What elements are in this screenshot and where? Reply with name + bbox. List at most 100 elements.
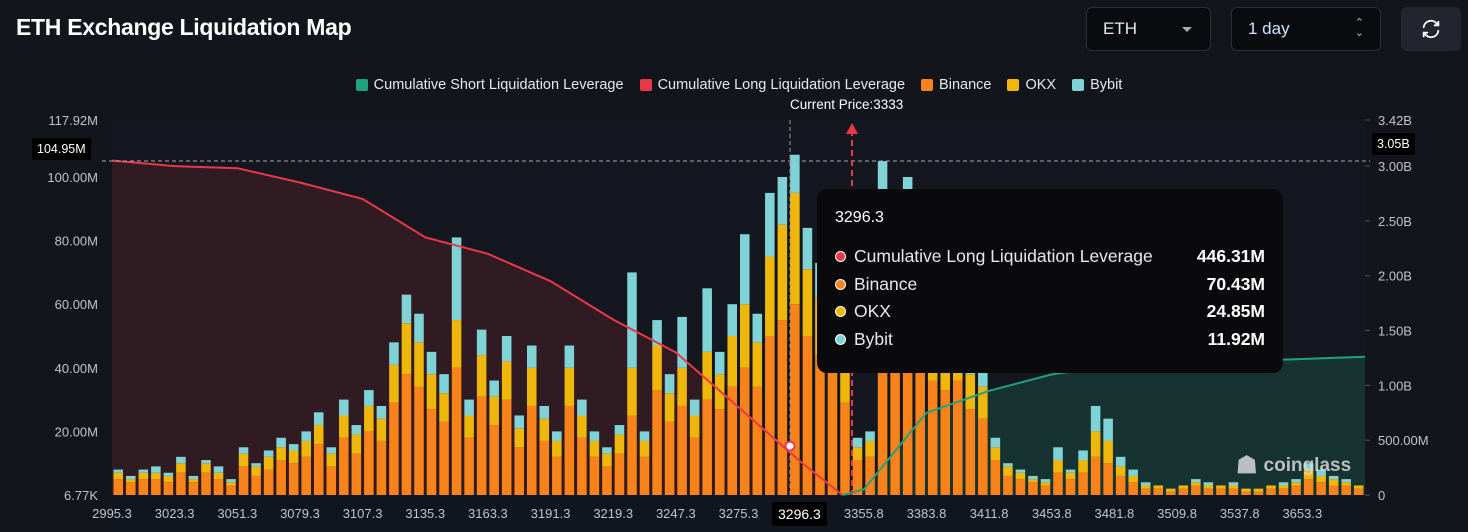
- tooltip-row-long: Cumulative Long Liquidation Leverage 446.…: [835, 243, 1265, 271]
- bar-okx: [1115, 466, 1126, 476]
- right-axis-tick: 500.00M: [1378, 433, 1429, 448]
- bar-binance: [301, 456, 311, 495]
- bar-binance: [965, 409, 976, 495]
- bar-okx: [1065, 472, 1076, 480]
- bar-bybit: [364, 390, 374, 406]
- hover-x-label: 3296.3: [772, 502, 827, 526]
- bar-bybit: [401, 294, 412, 324]
- bar-binance: [714, 409, 725, 495]
- bar-bybit: [1191, 479, 1201, 483]
- bar-okx: [740, 304, 750, 368]
- legend-item-binance[interactable]: Binance: [921, 77, 991, 93]
- tooltip-row-bybit: Bybit 11.92M: [835, 326, 1265, 354]
- bar-bybit: [426, 351, 437, 375]
- bar-okx: [777, 224, 788, 321]
- bar-bybit: [564, 345, 575, 368]
- bar-binance: [288, 463, 299, 495]
- bar-bybit: [1278, 482, 1289, 486]
- bar-bybit: [1228, 482, 1239, 486]
- bar-binance: [226, 485, 236, 495]
- bar-bybit: [188, 475, 199, 480]
- bar-okx: [1003, 466, 1013, 476]
- bar-binance: [451, 367, 462, 495]
- bar-binance: [176, 472, 186, 495]
- bar-bybit: [777, 176, 788, 225]
- bar-binance: [602, 466, 612, 495]
- bar-okx: [652, 345, 662, 391]
- bar-binance: [639, 456, 650, 495]
- bar-okx: [476, 355, 487, 397]
- left-axis-tick: 80.00M: [55, 234, 98, 249]
- bar-bybit: [489, 380, 499, 397]
- bar-okx: [1303, 469, 1314, 480]
- bar-binance: [151, 479, 161, 495]
- legend-label: OKX: [1025, 77, 1057, 93]
- bar-binance: [376, 440, 387, 495]
- bar-bybit: [476, 329, 487, 356]
- bar-okx: [113, 472, 124, 480]
- bar-binance: [1153, 488, 1164, 495]
- bar-bybit: [451, 237, 462, 321]
- legend-item-short[interactable]: Cumulative Short Liquidation Leverage: [355, 77, 624, 93]
- tooltip-label: Cumulative Long Liquidation Leverage: [854, 246, 1153, 267]
- right-axis-marker: 3.05B: [1372, 133, 1415, 155]
- bar-binance: [1053, 472, 1063, 495]
- bar-binance: [1291, 485, 1301, 495]
- legend-swatch: [1072, 79, 1085, 91]
- bar-bybit: [1090, 405, 1101, 432]
- legend-swatch: [921, 79, 934, 91]
- x-axis-tick: 3247.3: [656, 506, 696, 521]
- timeframe-select[interactable]: 1 day ⌃ ⌄: [1231, 7, 1381, 51]
- bar-okx: [664, 393, 675, 422]
- bar-binance: [765, 335, 775, 495]
- bar-binance: [1316, 482, 1326, 495]
- bar-bybit: [702, 288, 712, 352]
- bar-binance: [564, 405, 575, 495]
- bar-binance: [1278, 488, 1289, 495]
- legend-item-bybit[interactable]: Bybit: [1072, 77, 1122, 93]
- bar-okx: [526, 367, 537, 406]
- bar-okx: [276, 447, 286, 461]
- bar-okx: [501, 361, 512, 400]
- bar-binance: [702, 399, 712, 495]
- bar-binance: [138, 479, 149, 495]
- bar-binance: [877, 320, 888, 495]
- bar-bybit: [138, 469, 149, 473]
- bar-binance: [815, 355, 825, 495]
- bar-binance: [677, 405, 687, 495]
- coin-select[interactable]: ETH: [1086, 7, 1211, 51]
- bar-binance: [501, 399, 512, 495]
- bar-bybit: [213, 466, 224, 473]
- x-axis-tick: 2995.3: [92, 506, 132, 521]
- dot-icon: [835, 278, 846, 290]
- legend-swatch: [1007, 79, 1020, 91]
- bar-okx: [1140, 485, 1151, 489]
- tooltip-label: OKX: [854, 301, 891, 322]
- bar-binance: [652, 390, 662, 495]
- right-axis-tick: 3.42B: [1378, 113, 1412, 128]
- bar-binance: [1115, 475, 1126, 495]
- x-axis-tick: 3537.8: [1220, 506, 1260, 521]
- bar-bybit: [238, 447, 249, 454]
- legend-item-long[interactable]: Cumulative Long Liquidation Leverage: [639, 77, 905, 93]
- bar-binance: [188, 482, 199, 495]
- bar-okx: [364, 405, 374, 432]
- bar-binance: [840, 402, 850, 495]
- bar-binance: [251, 475, 261, 495]
- bar-binance: [589, 456, 600, 495]
- bar-okx: [1253, 488, 1264, 492]
- right-axis-tick: 0: [1378, 488, 1385, 503]
- bar-bybit: [589, 431, 600, 441]
- bar-okx: [301, 440, 311, 457]
- bar-bybit: [1203, 482, 1214, 486]
- bar-okx: [1266, 485, 1276, 489]
- bar-okx: [176, 463, 186, 473]
- x-axis-tick: 3653.3: [1282, 506, 1322, 521]
- refresh-button[interactable]: [1401, 7, 1461, 51]
- bar-binance: [802, 335, 813, 495]
- bar-bybit: [539, 405, 550, 419]
- legend-item-okx[interactable]: OKX: [1007, 77, 1056, 93]
- left-axis-tick: 117.92M: [48, 113, 98, 128]
- bar-binance: [827, 323, 838, 495]
- bar-binance: [664, 421, 675, 495]
